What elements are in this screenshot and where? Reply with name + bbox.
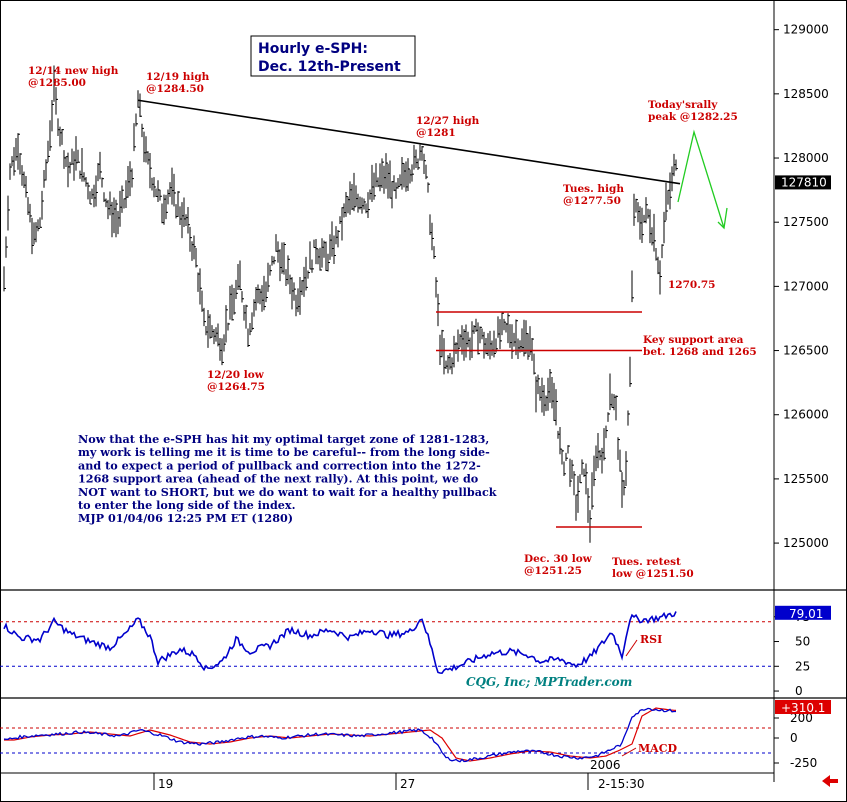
price-tick-label: 128000 — [783, 151, 829, 165]
commentary-line: my work is telling me it is time to be c… — [78, 445, 490, 459]
macd-last-value-box — [775, 699, 831, 714]
annotation-label: 1270.75 — [668, 279, 716, 291]
macd-panel: 200 0 -250 +310.1 MACD — [0, 699, 831, 770]
rsi-line — [3, 611, 677, 675]
macd-tick-label: -250 — [790, 756, 817, 770]
credit-text: CQG, Inc; MPTrader.com — [466, 675, 632, 689]
scroll-left-arrow-icon[interactable] — [822, 775, 838, 787]
price-last-value-box — [775, 175, 831, 190]
x-tick-label: 19 — [158, 777, 173, 791]
annotation-label: @1277.50 — [563, 195, 621, 207]
commentary-text: Now that the e-SPH has hit my optimal ta… — [78, 432, 497, 525]
rsi-label: RSI — [640, 633, 662, 646]
annotation-label: @1284.50 — [146, 83, 204, 95]
macd-label: MACD — [638, 742, 677, 755]
rsi-tick-label: 0 — [795, 684, 803, 698]
annotation-label: 12/20 low — [207, 369, 265, 381]
downtrend-line — [137, 99, 681, 185]
price-annotations: 12/14 new high@1285.00 12/19 high@1284.50… — [28, 65, 757, 580]
commentary-line: NOT want to SHORT, but we do want to wai… — [78, 485, 497, 499]
price-tick-label: 127000 — [783, 279, 829, 293]
x-axis: 19 27 2006 2-15:30 — [153, 758, 645, 791]
annotation-label: @1285.00 — [28, 77, 86, 89]
price-tick-label: 126500 — [783, 344, 829, 358]
chart-title-line2: Dec. 12th-Present — [258, 59, 401, 75]
annotation-label: peak @1282.25 — [648, 111, 738, 123]
price-tick-label: 127500 — [783, 215, 829, 229]
projection-arrow — [677, 129, 725, 229]
annotation-label: 12/19 high — [146, 71, 210, 83]
macd-last-value: +310.1 — [781, 701, 825, 715]
macd-tick-label: 200 — [790, 711, 813, 725]
price-y-axis: 129000 128500 128000 127500 127000 126500 1260… — [774, 23, 831, 550]
price-tick-label: 128500 — [783, 87, 829, 101]
annotation-label: Tues. high — [563, 183, 624, 195]
chart-title-line1: Hourly e-SPH: — [258, 41, 368, 57]
price-tick-label: 126000 — [783, 408, 829, 422]
rsi-label-pointer — [625, 639, 638, 657]
x-tick-label: 2006 — [590, 758, 621, 772]
commentary-line: MJP 01/04/06 12:25 PM ET (1280) — [78, 511, 293, 525]
macd-line — [3, 707, 676, 763]
price-tick-label: 129000 — [783, 23, 829, 37]
annotation-label: @1264.75 — [207, 381, 265, 393]
macd-tick-label: 0 — [790, 731, 798, 745]
projection-arrow-head-icon — [717, 207, 728, 230]
annotation-label: Tues. retest — [612, 556, 681, 568]
price-tick-label: 125000 — [783, 536, 829, 550]
annotation-label: @1281 — [416, 127, 456, 139]
rsi-tick-label: 50 — [795, 635, 810, 649]
price-bars — [3, 65, 678, 543]
commentary-line: 1268 support area (ahead of the next ral… — [78, 472, 479, 486]
annotation-label: 12/14 new high — [28, 65, 119, 77]
annotation-label: Dec. 30 low — [524, 553, 593, 565]
annotation-label: Key support area — [643, 334, 744, 346]
annotation-label: bet. 1268 and 1265 — [643, 346, 757, 358]
x-tick-label: 27 — [400, 777, 415, 791]
annotation-label: Today'srally — [648, 99, 718, 111]
annotation-label: 12/27 high — [416, 115, 480, 127]
rsi-last-value: 79.01 — [789, 607, 823, 621]
annotation-label: @1251.25 — [524, 565, 582, 577]
x-tick-label: 2-15:30 — [598, 777, 645, 791]
price-last-value: 127810 — [781, 175, 827, 189]
title-box — [250, 35, 416, 77]
price-tick-label: 125500 — [783, 472, 829, 486]
annotation-label: low @1251.50 — [612, 568, 694, 580]
price-overlays — [137, 99, 728, 528]
commentary-line: to enter the long side of the index. — [78, 498, 295, 512]
rsi-last-value-box — [775, 605, 831, 620]
commentary-line: Now that the e-SPH has hit my optimal ta… — [78, 432, 489, 446]
commentary-line: and to expect a period of pullback and c… — [78, 458, 481, 472]
macd-label-pointer — [621, 747, 637, 757]
rsi-tick-label: 25 — [795, 659, 810, 673]
